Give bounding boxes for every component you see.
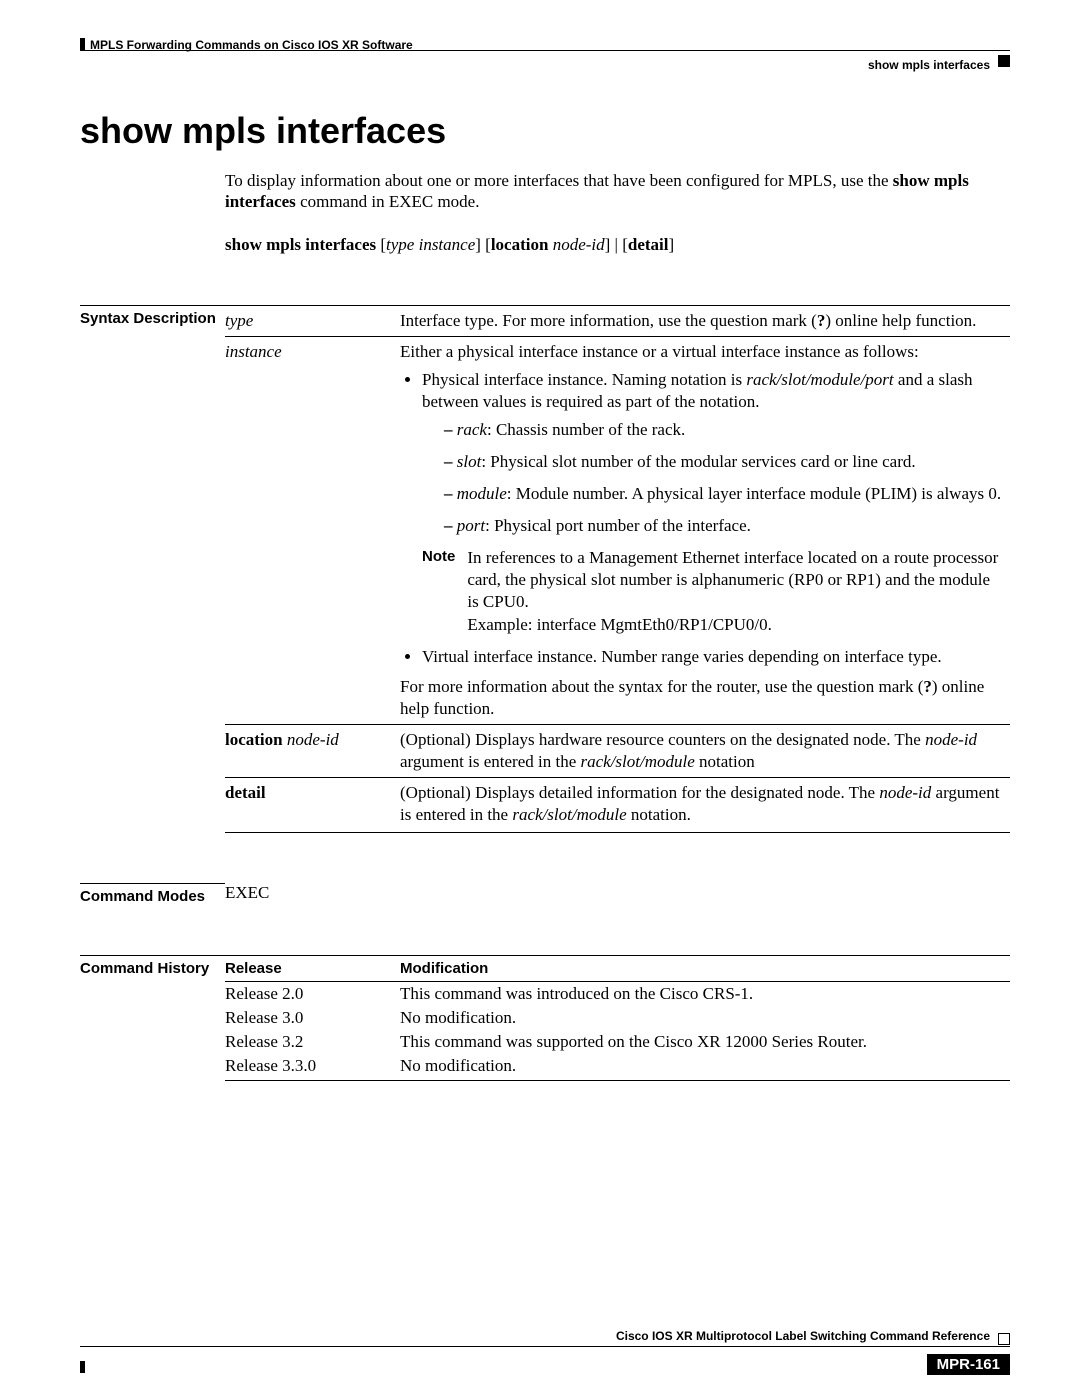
syntax-location: location — [491, 235, 549, 254]
syntax-cmd: show mpls interfaces — [225, 235, 376, 254]
history-row: Release 3.2 This command was supported o… — [225, 1030, 1010, 1054]
history-header-modification: Modification — [400, 956, 1010, 982]
footer-text: Cisco IOS XR Multiprotocol Label Switchi… — [616, 1329, 990, 1343]
syntax-description-section: Syntax Description type Interface type. … — [80, 305, 1010, 834]
footer-left-marker — [80, 1361, 85, 1373]
intro-paragraph: To display information about one or more… — [225, 170, 1010, 213]
command-modes-label: Command Modes — [80, 883, 225, 905]
history-modification: This command was introduced on the Cisco… — [400, 982, 1010, 1007]
note-body: In references to a Management Ethernet i… — [467, 547, 1004, 635]
phys-dash-list: rack: Chassis number of the rack. slot: … — [422, 419, 1004, 537]
syntax-row-type: type Interface type. For more informatio… — [225, 305, 1010, 336]
syntax-line: show mpls interfaces [type instance] [lo… — [225, 235, 1010, 255]
key-location-italic: node-id — [287, 730, 339, 749]
key-location-bold: location — [225, 730, 283, 749]
virt-bullet: Virtual interface instance. Number range… — [422, 646, 1004, 668]
note-row: Note In references to a Management Ether… — [422, 547, 1004, 635]
syntax-nodeid: node-id — [553, 235, 605, 254]
command-history-label: Command History — [80, 955, 225, 977]
history-header-release: Release — [225, 956, 400, 982]
dash-rack: rack: Chassis number of the rack. — [444, 419, 1004, 441]
phys-bullet: Physical interface instance. Naming nota… — [422, 369, 1004, 636]
syntax-table: type Interface type. For more informatio… — [225, 305, 1010, 834]
page: MPLS Forwarding Commands on Cisco IOS XR… — [0, 0, 1080, 1397]
intro-post: command in EXEC mode. — [296, 192, 480, 211]
syntax-type-instance: type instance — [386, 235, 475, 254]
syntax-row-location: location node-id (Optional) Displays har… — [225, 724, 1010, 777]
key-type: type — [225, 311, 253, 330]
syntax-row-instance: instance Either a physical interface ins… — [225, 336, 1010, 724]
history-release: Release 3.2 — [225, 1030, 400, 1054]
header-right-text: show mpls interfaces — [868, 58, 990, 72]
footer-rule — [80, 1346, 1010, 1347]
note-label: Note — [422, 547, 455, 635]
history-table: Release Modification Release 2.0 This co… — [225, 955, 1010, 1081]
history-release: Release 3.3.0 — [225, 1054, 400, 1081]
history-header-row: Release Modification — [225, 956, 1010, 982]
key-detail-bold: detail — [225, 783, 266, 802]
desc-location: (Optional) Displays hardware resource co… — [400, 724, 1010, 777]
dash-port: port: Physical port number of the interf… — [444, 515, 1004, 537]
syntax-description-label: Syntax Description — [80, 305, 225, 327]
history-modification: No modification. — [400, 1006, 1010, 1030]
history-modification: No modification. — [400, 1054, 1010, 1081]
instance-lead: Either a physical interface instance or … — [400, 341, 1004, 363]
history-row: Release 3.3.0 No modification. — [225, 1054, 1010, 1081]
footer-marker — [998, 1333, 1010, 1345]
desc-type: Interface type. For more information, us… — [400, 305, 1010, 336]
header-right-marker — [998, 55, 1010, 67]
history-release: Release 3.0 — [225, 1006, 400, 1030]
desc-instance: Either a physical interface instance or … — [400, 336, 1010, 724]
content-area: show mpls interfaces To display informat… — [80, 110, 1010, 1131]
desc-detail: (Optional) Displays detailed information… — [400, 778, 1010, 833]
header-rule — [80, 50, 1010, 51]
syntax-description-body: type Interface type. For more informatio… — [225, 305, 1010, 834]
command-modes-value: EXEC — [225, 883, 1010, 903]
history-row: Release 2.0 This command was introduced … — [225, 982, 1010, 1007]
key-instance: instance — [225, 342, 282, 361]
header-left-marker — [80, 38, 85, 50]
history-row: Release 3.0 No modification. — [225, 1006, 1010, 1030]
page-number: MPR-161 — [927, 1354, 1010, 1375]
syntax-detail: detail — [628, 235, 669, 254]
intro-pre: To display information about one or more… — [225, 171, 893, 190]
page-title: show mpls interfaces — [80, 110, 1010, 152]
command-modes-section: Command Modes EXEC — [80, 883, 1010, 905]
dash-slot: slot: Physical slot number of the modula… — [444, 451, 1004, 473]
history-release: Release 2.0 — [225, 982, 400, 1007]
command-history-section: Command History Release Modification Rel… — [80, 955, 1010, 1081]
dash-module: module: Module number. A physical layer … — [444, 483, 1004, 505]
command-history-body: Release Modification Release 2.0 This co… — [225, 955, 1010, 1081]
instance-more: For more information about the syntax fo… — [400, 676, 1004, 720]
instance-bullets: Physical interface instance. Naming nota… — [400, 369, 1004, 668]
history-modification: This command was supported on the Cisco … — [400, 1030, 1010, 1054]
syntax-row-detail: detail (Optional) Displays detailed info… — [225, 778, 1010, 833]
